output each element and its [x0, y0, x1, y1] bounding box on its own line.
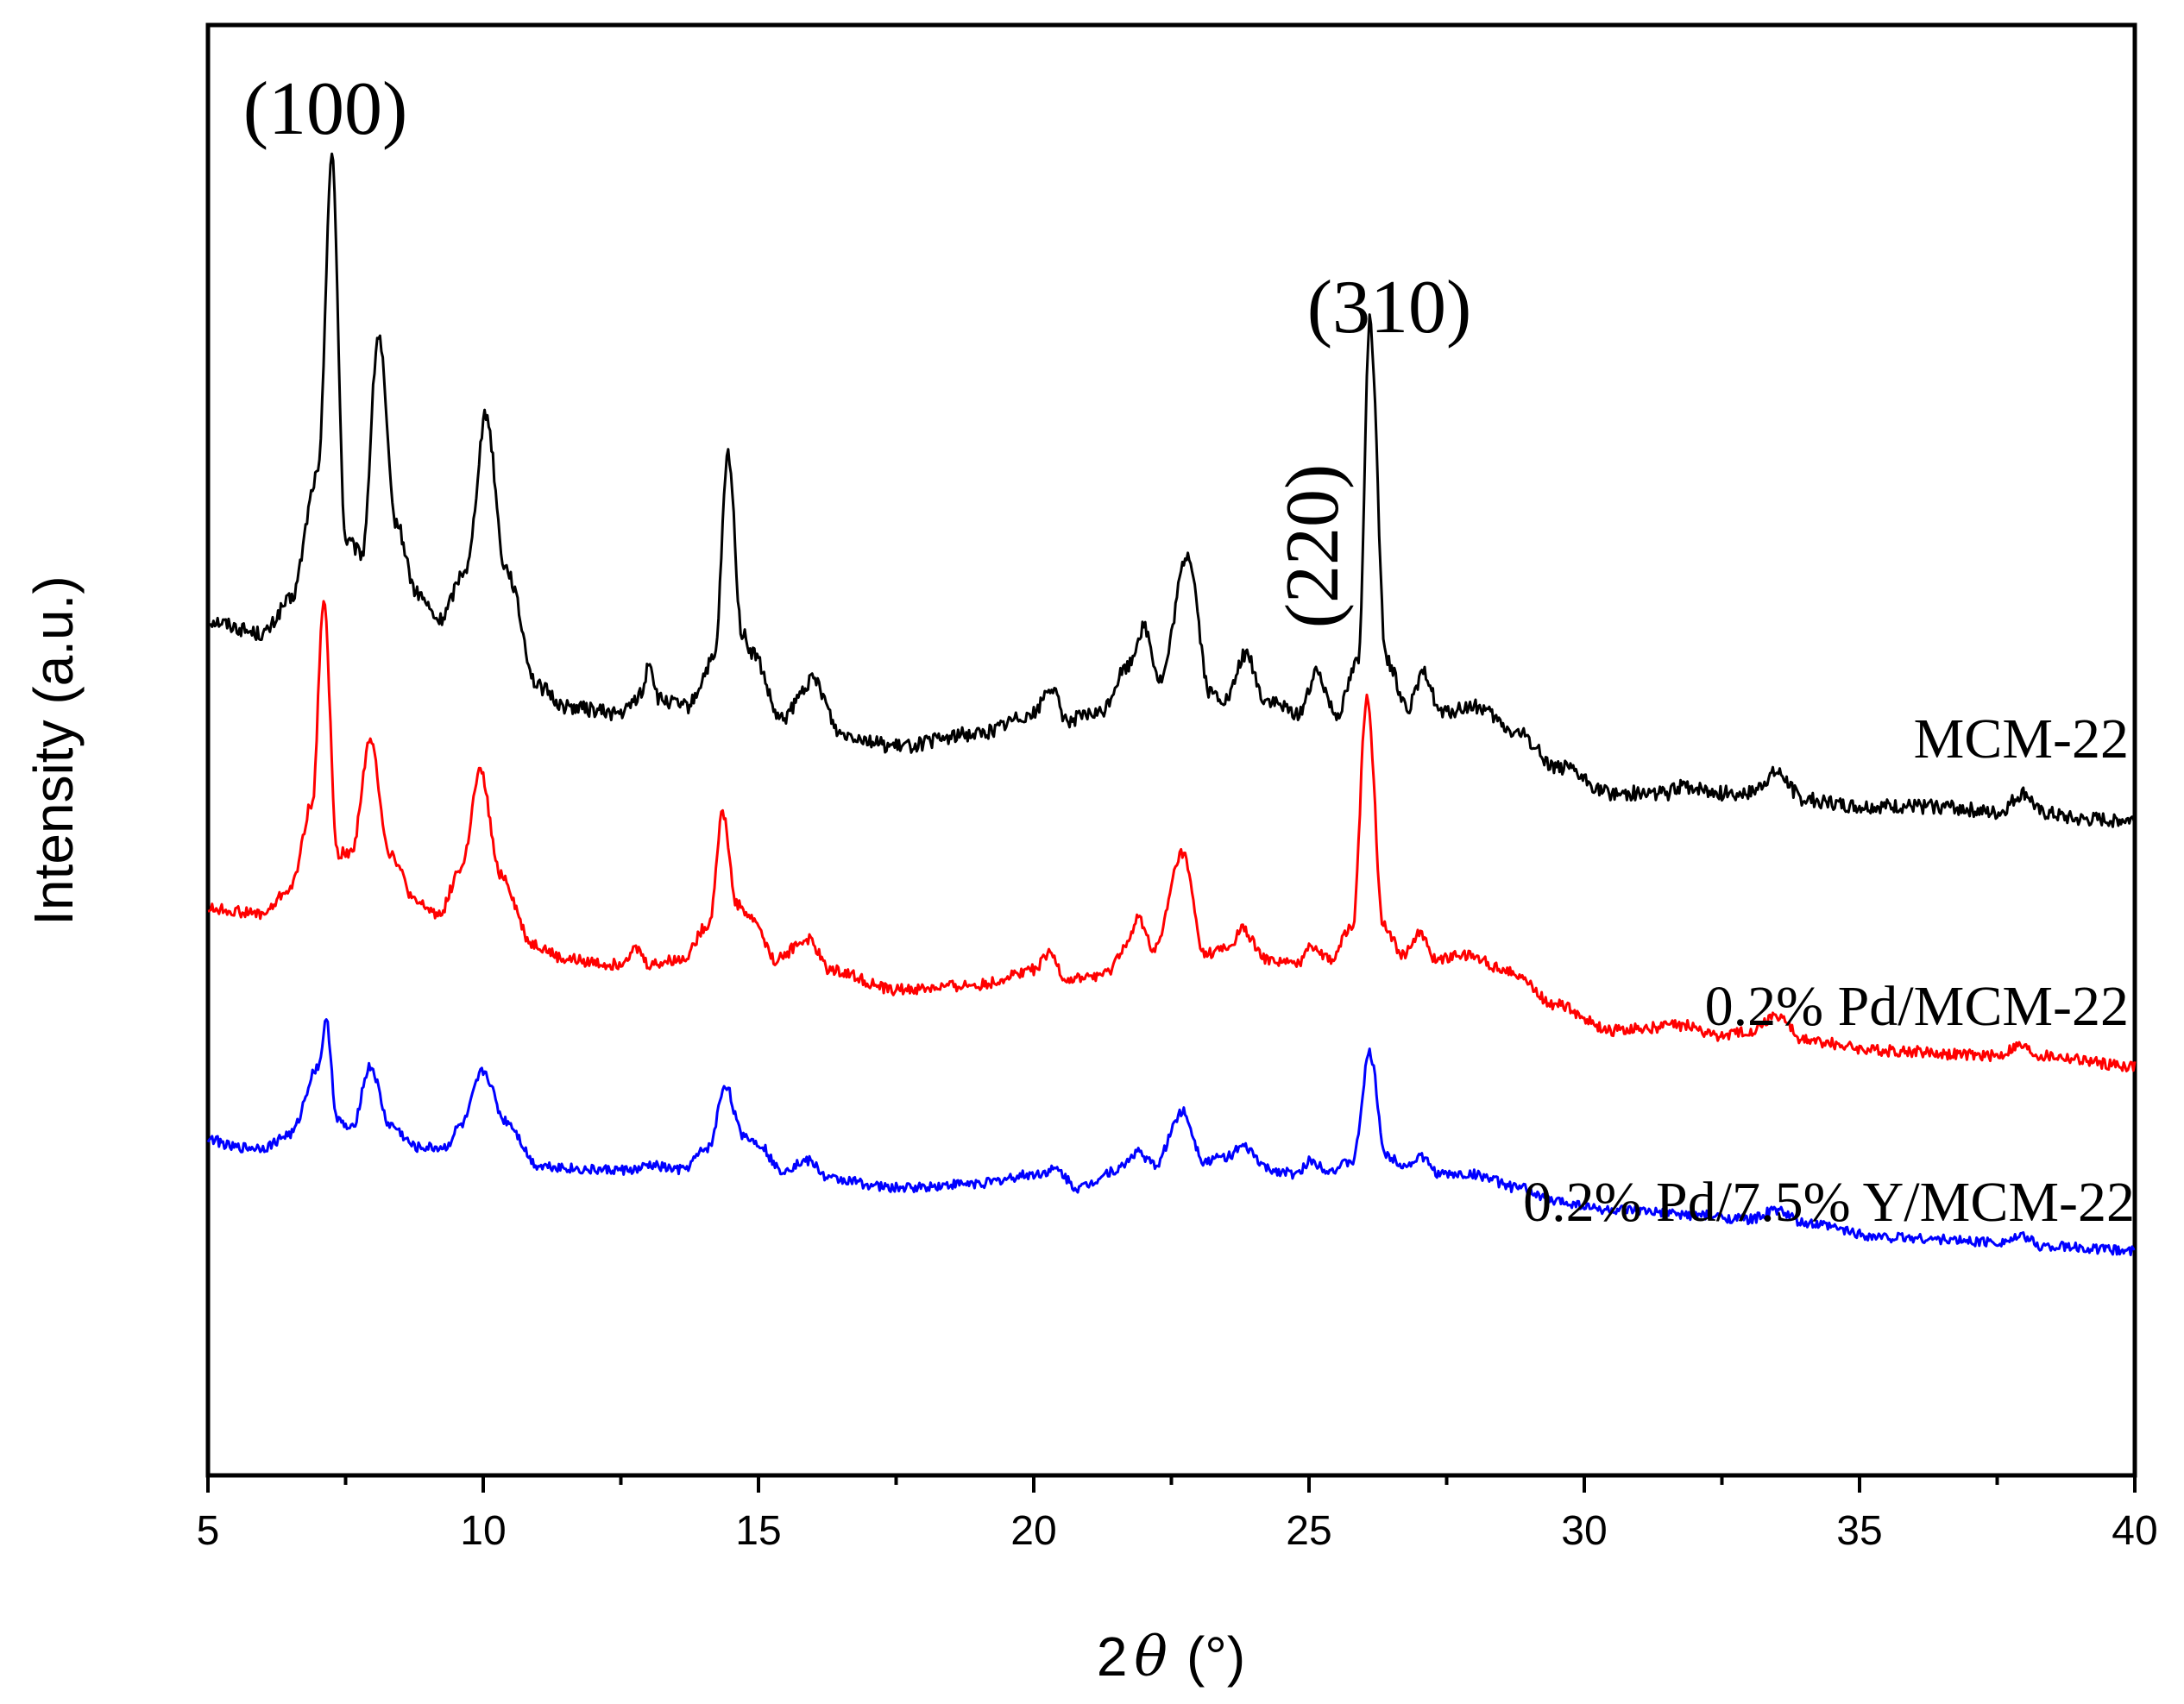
peak-label-100: (100): [243, 67, 408, 151]
plot-frame: [205, 22, 2137, 1478]
x-tick-label: 25: [1286, 1508, 1331, 1554]
series-label-pd-y-mcm22: 0.2% Pd/7.5% Y/MCM-22: [1523, 1171, 2135, 1234]
x-axis-title-unit: (°): [1186, 1625, 1245, 1688]
series-layer: [206, 152, 2137, 1256]
x-tick-label: 35: [1836, 1508, 1882, 1554]
x-axis-ticks: [206, 1475, 2137, 1493]
series-line-1: [207, 600, 2137, 1072]
peak-label-310: (310): [1307, 266, 1472, 349]
x-tick-label: 15: [735, 1508, 781, 1554]
series-label-pd-mcm22: 0.2% Pd/MCM-22: [1705, 975, 2129, 1038]
y-axis-title: Intensity (a.u.): [22, 575, 85, 926]
x-tick-label: 30: [1561, 1508, 1607, 1554]
x-tick-label: 10: [460, 1508, 506, 1554]
series-line-2: [206, 1018, 2136, 1256]
x-tick-label: 40: [2112, 1508, 2157, 1554]
series-line-0: [206, 152, 2137, 828]
x-axis-title-prefix: 2: [1097, 1625, 1128, 1688]
x-axis-title: 2 θ (°): [1097, 1625, 1245, 1689]
x-tick-label: 20: [1010, 1508, 1056, 1554]
series-label-mcm22: MCM-22: [1914, 707, 2129, 770]
x-tick-label: 5: [197, 1508, 220, 1554]
x-axis-tick-labels: 5 10 15 20 25 30 35 40: [197, 1508, 2158, 1554]
x-axis-title-theta: θ: [1134, 1625, 1168, 1689]
peak-label-220: (220): [1271, 464, 1355, 629]
